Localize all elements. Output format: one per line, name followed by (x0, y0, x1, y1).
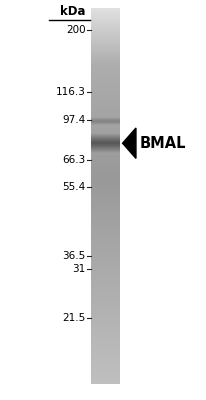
Text: BMAL: BMAL (140, 136, 187, 151)
Text: kDa: kDa (60, 5, 86, 18)
Text: 21.5: 21.5 (62, 313, 86, 323)
Text: 116.3: 116.3 (56, 87, 86, 97)
Text: 66.3: 66.3 (62, 155, 86, 165)
Text: 36.5: 36.5 (62, 251, 86, 261)
Text: 55.4: 55.4 (62, 182, 86, 192)
Text: 200: 200 (66, 25, 86, 35)
Text: 31: 31 (73, 264, 86, 274)
Text: 97.4: 97.4 (62, 115, 86, 125)
Polygon shape (123, 128, 136, 158)
